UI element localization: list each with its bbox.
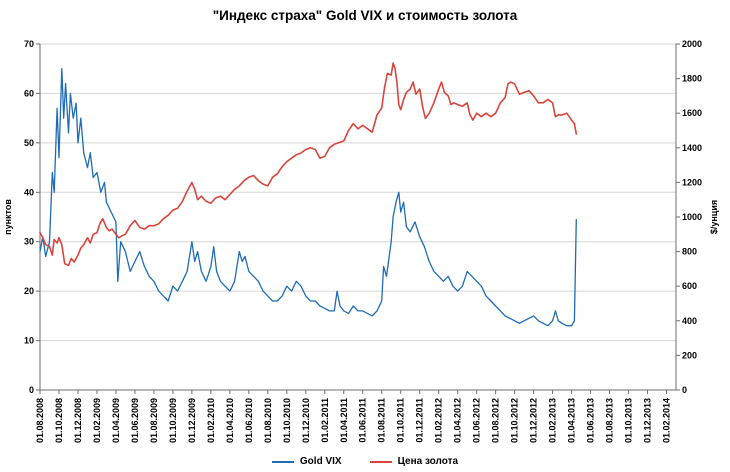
x-axis-tick-label: 01.08.2011: [377, 398, 387, 443]
x-axis-tick-label: 01.10.2009: [168, 398, 178, 443]
x-axis-tick-label: 01.06.2010: [244, 398, 254, 443]
left-axis-tick-label: 50: [24, 138, 34, 148]
legend-label-gold-vix: Gold VIX: [299, 456, 342, 467]
x-axis-tick-label: 01.12.2009: [187, 398, 197, 443]
x-axis-tick-label: 01.02.2014: [662, 398, 672, 443]
right-axis-tick-label: 1800: [682, 74, 702, 84]
series-line-gold-vix: [39, 68, 577, 327]
left-axis-title: пунктов: [3, 199, 13, 235]
x-axis-tick-label: 01.04.2010: [225, 398, 235, 443]
right-axis-tick-label: 1000: [682, 212, 702, 222]
x-axis-tick-label: 01.02.2011: [320, 398, 330, 443]
right-axis-tick-label: 400: [682, 316, 697, 326]
x-axis-tick-label: 01.08.2010: [263, 398, 273, 443]
right-axis-title: $/унция: [709, 200, 719, 234]
legend-item-gold-price: Цена золота: [369, 456, 459, 467]
x-axis-tick-label: 01.10.2011: [396, 398, 406, 443]
x-axis-tick-label: 01.04.2011: [339, 398, 349, 443]
series-line--: [39, 62, 578, 267]
x-axis-tick-label: 01.02.2010: [206, 398, 216, 443]
x-axis-tick-label: 01.08.2009: [149, 398, 159, 443]
x-axis-tick-label: 01.12.2011: [415, 398, 425, 443]
x-axis-tick-label: 01.10.2010: [282, 398, 292, 443]
right-axis-tick-label: 200: [682, 350, 697, 360]
x-axis-tick-label: 01.04.2013: [567, 398, 577, 443]
x-axis-tick-label: 01.12.2008: [73, 398, 83, 443]
left-axis-tick-label: 60: [24, 88, 34, 98]
legend-label-gold-price: Цена золота: [397, 456, 459, 467]
right-axis-tick-label: 800: [682, 247, 697, 257]
x-axis-tick-label: 01.12.2010: [301, 398, 311, 443]
right-axis-tick-label: 1600: [682, 108, 702, 118]
right-axis-tick-label: 1400: [682, 143, 702, 153]
left-axis-tick-label: 30: [24, 237, 34, 247]
x-axis-tick-label: 01.02.2012: [434, 398, 444, 443]
x-axis-tick-label: 01.10.2012: [510, 398, 520, 443]
left-axis-tick-label: 70: [24, 39, 34, 49]
x-axis-tick-label: 01.02.2013: [548, 398, 558, 443]
x-axis-tick-label: 01.04.2012: [453, 398, 463, 443]
x-axis-tick-label: 01.10.2008: [54, 398, 64, 443]
x-axis-tick-label: 01.08.2008: [35, 398, 45, 443]
x-axis-tick-label: 01.12.2012: [529, 398, 539, 443]
right-axis-tick-label: 0: [682, 385, 687, 395]
x-axis-tick-label: 01.06.2011: [358, 398, 368, 443]
x-axis-tick-label: 01.02.2009: [92, 398, 102, 443]
right-axis-tick-label: 1200: [682, 177, 702, 187]
chart-legend: Gold VIX Цена золота: [0, 456, 730, 467]
right-axis-tick-label: 600: [682, 281, 697, 291]
x-axis-tick-label: 01.12.2013: [643, 398, 653, 443]
left-axis-tick-label: 0: [29, 385, 34, 395]
gold-price-line-swatch: [369, 460, 392, 463]
x-axis-tick-label: 01.10.2013: [624, 398, 634, 443]
left-axis-tick-label: 10: [24, 336, 34, 346]
left-axis-tick-label: 40: [24, 187, 34, 197]
left-axis-tick-label: 20: [24, 286, 34, 296]
chart-title: "Индекс страха" Gold VIX и стоимость зол…: [212, 8, 518, 23]
x-axis-tick-label: 01.04.2009: [111, 398, 121, 443]
x-axis-tick-label: 01.06.2012: [472, 398, 482, 443]
gold-vix-line-swatch: [271, 460, 294, 463]
right-axis-tick-label: 2000: [682, 39, 702, 49]
x-axis-tick-label: 01.06.2009: [130, 398, 140, 443]
x-axis-tick-label: 01.06.2013: [586, 398, 596, 443]
legend-item-gold-vix: Gold VIX: [271, 456, 342, 467]
x-axis-tick-label: 01.08.2012: [491, 398, 501, 443]
x-axis-tick-label: 01.08.2013: [605, 398, 615, 443]
